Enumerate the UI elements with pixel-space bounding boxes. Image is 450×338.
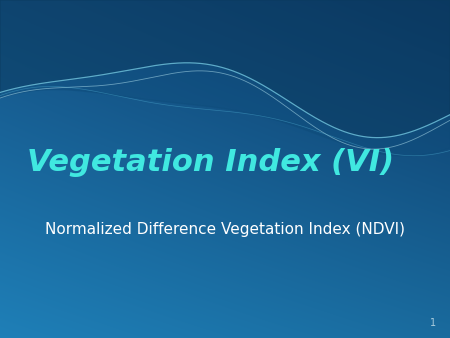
Text: Vegetation Index (VI): Vegetation Index (VI) [27, 148, 394, 177]
Text: Normalized Difference Vegetation Index (NDVI): Normalized Difference Vegetation Index (… [45, 222, 405, 237]
Text: 1: 1 [430, 318, 436, 328]
